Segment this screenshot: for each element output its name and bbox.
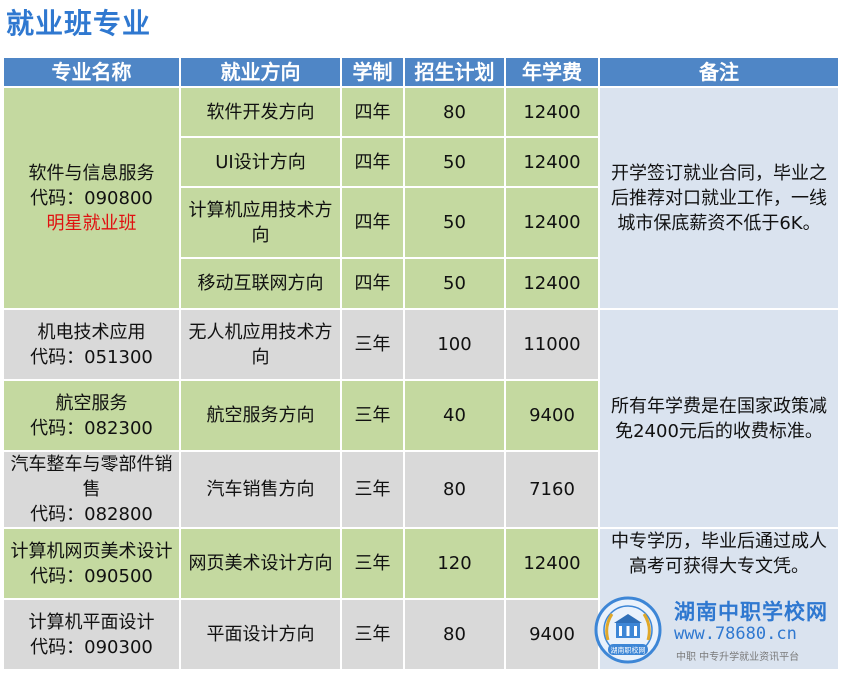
direction-cell: 网页美术设计方向 <box>179 527 342 600</box>
plan-cell: 50 <box>403 186 506 259</box>
major-name: 汽车整车与零部件销售 <box>10 454 173 500</box>
major-name: 软件与信息服务 <box>28 162 155 184</box>
header-fee: 年学费 <box>504 56 600 88</box>
major-cell: 计算机平面设计 代码：090300 <box>2 598 181 671</box>
major-cell: 航空服务 代码：082300 <box>2 379 181 452</box>
fee-cell: 12400 <box>504 527 600 600</box>
table-header-row: 专业名称 就业方向 学制 招生计划 年学费 备注 <box>2 56 840 88</box>
major-cell: 软件与信息服务 代码：090800 明星就业班 <box>2 86 181 310</box>
duration-cell: 三年 <box>340 527 405 600</box>
major-name: 机电技术应用 <box>37 321 146 343</box>
duration-cell: 四年 <box>340 257 405 310</box>
major-cell: 计算机网页美术设计 代码：090500 <box>2 527 181 600</box>
table-row: 计算机平面设计 代码：090300 平面设计方向 三年 80 9400 <box>2 598 839 671</box>
direction-cell: 无人机应用技术方向 <box>179 308 342 381</box>
majors-table: 专业名称 就业方向 学制 招生计划 年学费 备注 软件与信息服务 代码：0908… <box>2 56 840 671</box>
note-text: 中专学历，毕业后通过成人高考可获得大专文凭。 <box>611 531 827 577</box>
page-title: 就业班专业 <box>6 7 152 40</box>
logo-text: 湖南职校网 <box>611 646 646 655</box>
plan-cell: 120 <box>403 527 506 600</box>
site-watermark: 湖南职校网 湖南中职学校网 www.78680.cn 中职 中专升学就业资讯平台 <box>594 596 830 670</box>
direction-cell: 汽车销售方向 <box>179 450 342 529</box>
fee-cell: 12400 <box>504 186 600 259</box>
major-code: 代码：082300 <box>30 417 153 439</box>
table-row: 移动互联网方向 四年 50 12400 <box>3 257 839 310</box>
header-plan: 招生计划 <box>403 56 506 88</box>
major-cell: 汽车整车与零部件销售 代码：082800 <box>2 450 181 529</box>
major-code: 代码：090500 <box>30 565 153 587</box>
major-code: 代码：090800 <box>30 187 153 209</box>
fee-cell: 9400 <box>504 379 600 452</box>
table-row: 汽车整车与零部件销售 代码：082800 汽车销售方向 三年 80 7160 <box>2 450 839 529</box>
header-notes: 备注 <box>598 56 840 88</box>
duration-cell: 三年 <box>340 379 405 452</box>
major-code: 代码：090300 <box>30 636 153 658</box>
plan-cell: 80 <box>403 86 506 138</box>
duration-cell: 四年 <box>340 186 405 259</box>
direction-cell: 移动互联网方向 <box>179 257 342 310</box>
duration-cell: 四年 <box>340 136 405 188</box>
table-row: 计算机应用技术方向 四年 50 12400 <box>3 186 839 259</box>
table-row: UI设计方向 四年 50 12400 <box>3 136 839 188</box>
note-cell: 所有年学费是在国家政策减免2400元后的收费标准。 <box>598 308 840 529</box>
major-cell: 机电技术应用 代码：051300 <box>2 308 181 381</box>
school-logo-icon: 湖南职校网 <box>594 596 662 664</box>
fee-cell: 9400 <box>504 598 600 671</box>
direction-cell: 平面设计方向 <box>179 598 342 671</box>
duration-cell: 三年 <box>340 308 405 381</box>
header-major-name: 专业名称 <box>2 56 181 88</box>
watermark-subtitle: 中职 中专升学就业资讯平台 <box>676 652 800 663</box>
note-cell: 开学签订就业合同，毕业之后推荐对口就业工作，一线城市保底薪资不低于6K。 <box>598 86 840 310</box>
major-name: 航空服务 <box>55 392 128 414</box>
plan-cell: 100 <box>403 308 506 381</box>
plan-cell: 80 <box>403 450 506 529</box>
fee-cell: 12400 <box>504 136 600 188</box>
table-row: 航空服务 代码：082300 航空服务方向 三年 40 9400 <box>2 379 839 452</box>
table-row: 机电技术应用 代码：051300 无人机应用技术方向 三年 100 11000 … <box>2 308 840 529</box>
direction-cell: 计算机应用技术方向 <box>179 186 342 259</box>
plan-cell: 50 <box>403 136 506 188</box>
fee-cell: 11000 <box>504 308 600 381</box>
major-name: 计算机网页美术设计 <box>10 540 173 562</box>
note-text: 开学签订就业合同，毕业之后推荐对口就业工作，一线城市保底薪资不低于6K。 <box>611 162 827 234</box>
plan-cell: 80 <box>403 598 506 671</box>
header-duration: 学制 <box>340 56 405 88</box>
major-tag: 明星就业班 <box>46 212 137 234</box>
direction-cell: 航空服务方向 <box>179 379 342 452</box>
major-name: 计算机平面设计 <box>28 611 155 633</box>
plan-cell: 50 <box>403 257 506 310</box>
direction-cell: 软件开发方向 <box>179 86 342 138</box>
major-code: 代码：051300 <box>30 346 153 368</box>
table-row: 软件与信息服务 代码：090800 明星就业班 软件开发方向 四年 80 124… <box>2 86 840 310</box>
duration-cell: 三年 <box>340 598 405 671</box>
table-row: 计算机网页美术设计 代码：090500 网页美术设计方向 三年 120 1240… <box>2 527 840 671</box>
plan-cell: 40 <box>403 379 506 452</box>
duration-cell: 三年 <box>340 450 405 529</box>
header-direction: 就业方向 <box>179 56 342 88</box>
fee-cell: 12400 <box>504 257 600 310</box>
note-text: 所有年学费是在国家政策减免2400元后的收费标准。 <box>611 395 827 442</box>
watermark-url: www.78680.cn <box>674 624 797 644</box>
major-code: 代码：082800 <box>30 504 153 525</box>
direction-cell: UI设计方向 <box>179 136 342 188</box>
fee-cell: 12400 <box>504 86 600 138</box>
duration-cell: 四年 <box>340 86 405 138</box>
watermark-title: 湖南中职学校网 <box>674 600 828 624</box>
fee-cell: 7160 <box>504 450 600 529</box>
